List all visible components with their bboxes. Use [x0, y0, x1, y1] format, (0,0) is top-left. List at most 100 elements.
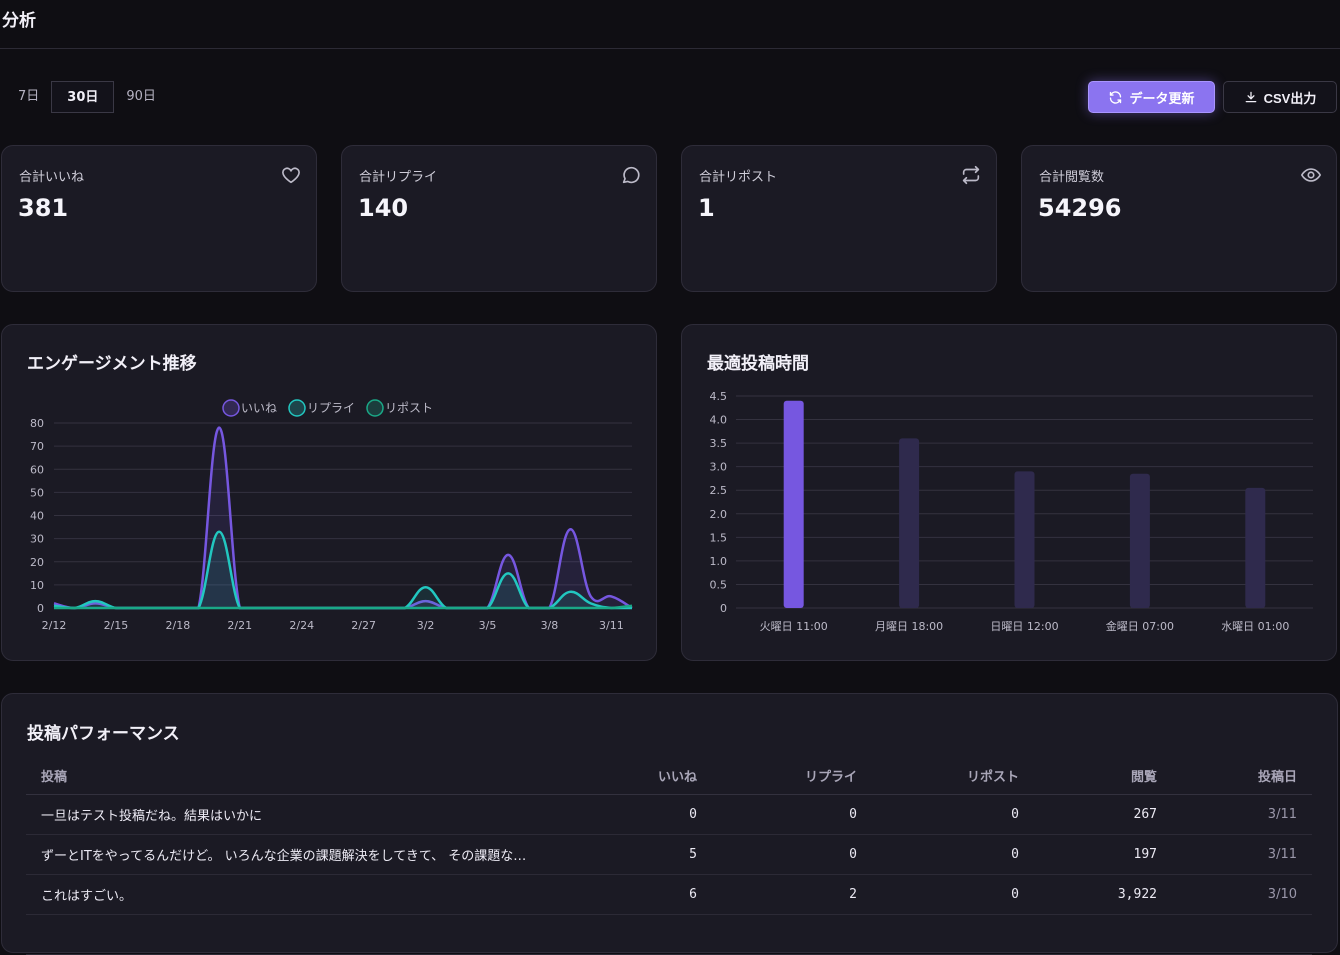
x-tick-label: 2/15 [104, 619, 129, 632]
legend-item[interactable]: リプライ [288, 399, 355, 417]
stat-label: 合計閲覧数 [1039, 170, 1105, 185]
stat-card-replies: 合計リプライ 140 [341, 145, 657, 292]
y-tick-label: 60 [30, 463, 44, 476]
table-row[interactable]: ずーとITをやってるんだけど。 いろんな企業の課題解決をしてきて、 その課題な…… [26, 834, 1312, 875]
y-tick-label: 1.5 [710, 531, 728, 544]
x-tick-label: 2/24 [289, 619, 314, 632]
legend-label: いいね [241, 401, 277, 415]
x-tick-label: 日曜日 12:00 [990, 620, 1058, 633]
post-performance-title: 投稿パフォーマンス [27, 724, 180, 744]
col-replies[interactable]: リプライ [712, 757, 872, 795]
y-tick-label: 3.5 [710, 437, 728, 450]
legend-label: リポスト [385, 401, 433, 415]
best-time-chart-panel: 最適投稿時間 0 0.5 1.0 1.5 2.0 2.5 3.0 3.5 4.0 4.5 火曜日 1… [681, 324, 1337, 661]
post-date: 3/11 [1172, 834, 1312, 875]
y-tick-label: 4.0 [710, 414, 728, 427]
x-tick-label: 3/2 [417, 619, 435, 632]
legend-label: リプライ [307, 401, 355, 415]
post-reposts: 0 [872, 794, 1034, 835]
range-90d[interactable]: 90日 [126, 89, 156, 104]
range-30d[interactable]: 30日 [51, 81, 115, 113]
stat-card-reposts: 合計リポスト 1 [681, 145, 997, 292]
col-post[interactable]: 投稿 [26, 757, 586, 795]
x-tick-label: 3/5 [479, 619, 497, 632]
y-tick-label: 0.5 [710, 578, 728, 591]
post-text: 一旦はテスト投稿だね。結果はいかに [26, 794, 586, 835]
refresh-label: データ更新 [1129, 90, 1195, 106]
stat-card-views: 合計閲覧数 54296 [1021, 145, 1337, 292]
bar[interactable] [1245, 487, 1266, 608]
bar[interactable] [899, 438, 920, 608]
x-tick-label: 水曜日 01:00 [1221, 620, 1289, 633]
table-header-row: 投稿 いいね リプライ リポスト 閲覧 投稿日 [26, 757, 1312, 795]
table-row[interactable]: 一旦はテスト投稿だね。結果はいかに 0 0 0 267 3/11 [26, 794, 1312, 835]
x-tick-label: 2/12 [42, 619, 67, 632]
bar[interactable] [1014, 471, 1035, 608]
y-tick-label: 20 [30, 556, 44, 569]
refresh-data-button[interactable]: データ更新 [1088, 81, 1215, 113]
range-7d[interactable]: 7日 [18, 89, 40, 104]
stat-label: 合計リポスト [699, 170, 778, 185]
best-time-bar-chart: 0 0.5 1.0 1.5 2.0 2.5 3.0 3.5 4.0 4.5 火曜日 11:00 月曜日… [710, 390, 1313, 633]
y-tick-label: 40 [30, 510, 44, 523]
post-text: これはすごい。 [26, 874, 586, 915]
table-row[interactable] [26, 914, 1312, 955]
post-reposts [872, 914, 1034, 955]
csv-export-button[interactable]: CSV出力 [1223, 81, 1337, 113]
series-line-reposts [53, 604, 633, 610]
legend-item[interactable]: いいね [222, 399, 277, 417]
legend-swatch [222, 399, 240, 417]
repost-icon [962, 165, 980, 185]
y-tick-label: 4.5 [710, 390, 728, 403]
stat-label: 合計リプライ [359, 170, 438, 185]
y-tick-label: 0 [37, 602, 44, 615]
post-likes [586, 914, 712, 955]
y-tick-label: 70 [30, 440, 44, 453]
series-line-likes [53, 426, 633, 610]
table-row[interactable]: これはすごい。 6 2 0 3,922 3/10 [26, 874, 1312, 915]
comment-icon [622, 166, 640, 184]
post-replies: 2 [712, 874, 872, 915]
bar[interactable] [1129, 473, 1150, 608]
x-tick-label: 2/18 [166, 619, 191, 632]
y-tick-label: 2.5 [710, 484, 728, 497]
post-text: ずーとITをやってるんだけど。 いろんな企業の課題解決をしてきて、 その課題な… [26, 834, 586, 875]
post-reposts: 0 [872, 834, 1034, 875]
page-header: 分析 [0, 0, 1340, 49]
post-views: 197 [1034, 834, 1172, 875]
x-tick-label: 金曜日 07:00 [1106, 619, 1174, 633]
col-views[interactable]: 閲覧 [1034, 757, 1172, 795]
stat-label: 合計いいね [19, 170, 85, 185]
y-tick-label: 80 [30, 417, 44, 430]
series-line-replies [53, 530, 632, 610]
stat-value: 381 [18, 194, 69, 222]
post-likes: 6 [586, 874, 712, 915]
series-line-likes-area [54, 427, 632, 608]
y-tick-label: 2.0 [710, 508, 728, 521]
post-date [1172, 914, 1312, 955]
post-views: 3,922 [1034, 874, 1172, 915]
download-icon [1245, 91, 1256, 103]
post-replies [712, 914, 872, 955]
post-likes: 5 [586, 834, 712, 875]
post-views: 267 [1034, 794, 1172, 835]
date-range-selector: 7日 30日 90日 [6, 81, 168, 113]
legend-swatch [288, 399, 306, 417]
engagement-chart-title: エンゲージメント推移 [27, 354, 197, 374]
post-replies: 0 [712, 834, 872, 875]
y-tick-label: 3.0 [710, 461, 728, 474]
y-tick-label: 1.0 [710, 555, 728, 568]
col-date[interactable]: 投稿日 [1172, 757, 1312, 795]
x-tick-label: 火曜日 11:00 [760, 620, 828, 633]
col-likes[interactable]: いいね [586, 757, 712, 795]
stat-value: 54296 [1038, 194, 1122, 222]
post-views [1034, 914, 1172, 955]
legend-item[interactable]: リポスト [366, 399, 433, 417]
engagement-line-chart: 0 10 20 30 40 50 60 70 80 2/12 2/15 2/18 2/21 2/24 2/2… [30, 399, 633, 632]
bar[interactable] [783, 400, 804, 608]
col-reposts[interactable]: リポスト [872, 757, 1034, 795]
post-date: 3/11 [1172, 794, 1312, 835]
legend-swatch [366, 399, 384, 417]
best-time-chart-title: 最適投稿時間 [707, 354, 809, 374]
y-tick-label: 10 [30, 579, 44, 592]
